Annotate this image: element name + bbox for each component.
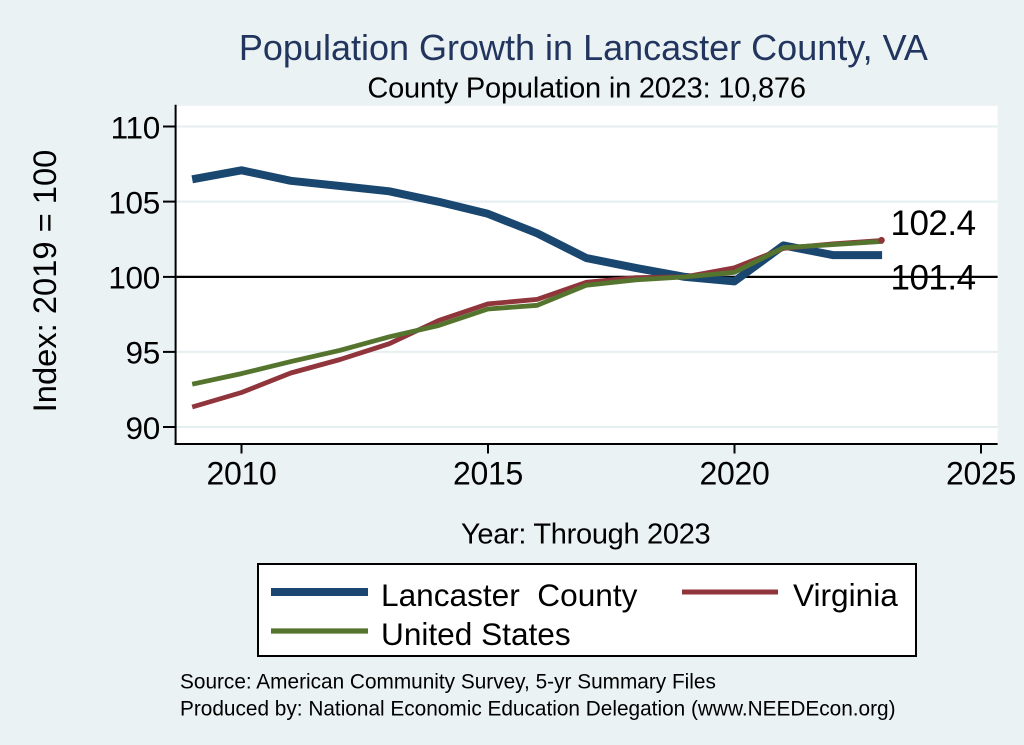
svg-text:2020: 2020 <box>700 456 770 492</box>
svg-text:105: 105 <box>108 184 160 220</box>
svg-text:95: 95 <box>126 335 160 371</box>
svg-text:Year: Through 2023: Year: Through 2023 <box>461 519 710 551</box>
svg-text:Virginia: Virginia <box>793 577 898 613</box>
svg-text:2015: 2015 <box>453 456 523 492</box>
svg-text:2025: 2025 <box>946 456 1016 492</box>
svg-text:Index: 2019 = 100: Index: 2019 = 100 <box>26 150 63 413</box>
svg-text:Population Growth in Lancaster: Population Growth in Lancaster County, V… <box>239 27 928 68</box>
svg-text:Produced by: National Economic: Produced by: National Economic Education… <box>180 698 896 721</box>
svg-text:Source: American Community Sur: Source: American Community Survey, 5-yr … <box>180 671 716 694</box>
svg-text:2010: 2010 <box>207 456 277 492</box>
svg-text:County Population in 2023: 10,: County Population in 2023: 10,876 <box>367 73 805 105</box>
svg-text:Lancaster County: Lancaster County <box>381 577 638 613</box>
svg-text:100: 100 <box>108 260 160 296</box>
svg-text:102.4: 102.4 <box>891 204 976 243</box>
svg-text:90: 90 <box>126 410 160 446</box>
svg-text:110: 110 <box>111 109 160 145</box>
svg-text:101.4: 101.4 <box>891 258 976 297</box>
svg-text:United States: United States <box>381 616 571 652</box>
